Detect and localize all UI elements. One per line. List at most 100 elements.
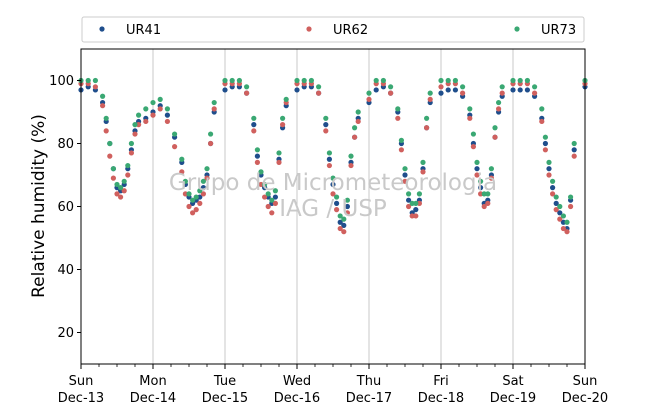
point-UR62-14: [143, 118, 149, 125]
x-tick-date-3: Dec-16: [274, 391, 320, 406]
point-UR62-62: [398, 147, 404, 153]
point-UR73-90: [542, 134, 549, 140]
point-UR62-90: [542, 147, 549, 153]
data-points: [78, 77, 588, 235]
point-UR62-65: [409, 213, 415, 219]
point-UR62-54: [348, 162, 354, 169]
point-UR62-22: [190, 210, 196, 216]
point-UR73-47: [323, 115, 329, 121]
point-UR73-30: [229, 77, 235, 84]
point-UR73-4: [103, 115, 109, 121]
point-UR73-49: [330, 175, 336, 181]
point-UR41-98: [571, 147, 577, 153]
point-UR62-37: [265, 203, 271, 210]
point-UR73-17: [164, 106, 170, 112]
x-tick-date-5: Dec-18: [418, 391, 464, 406]
point-UR41-91: [546, 166, 552, 172]
point-UR41-78: [478, 185, 484, 191]
y-tick-label-1: 40: [57, 263, 74, 278]
point-UR62-41: [280, 122, 286, 128]
point-UR41-77: [474, 166, 480, 172]
point-UR73-18: [172, 131, 178, 137]
legend-marker-UR41: [99, 26, 105, 32]
point-UR41-52: [341, 222, 347, 228]
point-UR62-13: [136, 122, 142, 128]
y-tick-label-4: 100: [49, 74, 74, 89]
x-tick-date-1: Dec-14: [130, 391, 176, 406]
point-UR73-33: [251, 115, 257, 121]
point-UR62-15: [150, 112, 156, 118]
point-UR73-62: [398, 137, 404, 143]
point-UR73-89: [539, 106, 545, 112]
point-UR62-4: [103, 128, 109, 134]
x-tick-date-2: Dec-15: [202, 391, 248, 406]
point-UR41-63: [402, 172, 408, 178]
point-UR73-68: [420, 159, 426, 165]
point-UR73-23: [193, 194, 199, 200]
point-UR41-48: [326, 156, 332, 162]
point-UR41-87: [524, 87, 531, 93]
point-UR41-50: [334, 200, 340, 206]
point-UR73-67: [416, 191, 422, 197]
point-UR62-79: [481, 203, 487, 210]
point-UR73-56: [355, 109, 361, 115]
point-UR41-86: [517, 87, 523, 93]
point-UR73-19: [179, 156, 185, 162]
point-UR62-69: [424, 125, 430, 131]
point-UR73-1: [85, 77, 91, 84]
point-UR73-22: [190, 197, 196, 203]
point-UR41-85: [510, 87, 516, 93]
point-UR62-84: [499, 90, 505, 96]
point-UR62-68: [420, 169, 426, 175]
point-UR41-90: [542, 140, 549, 147]
point-UR62-57: [366, 96, 372, 102]
point-UR41-34: [254, 153, 260, 159]
point-UR41-53: [344, 203, 350, 210]
point-UR41-33: [251, 122, 257, 128]
point-UR62-26: [204, 175, 210, 181]
point-UR73-98: [571, 140, 577, 147]
point-UR73-41: [280, 115, 286, 121]
point-UR62-91: [546, 172, 552, 178]
legend-box: [81, 16, 585, 43]
point-UR73-96: [564, 219, 570, 225]
x-tick-date-4: Dec-17: [346, 391, 392, 406]
point-UR73-93: [553, 194, 559, 200]
point-UR62-17: [164, 118, 170, 125]
x-tick-date-0: Dec-13: [58, 391, 104, 406]
point-UR41-43: [294, 87, 300, 93]
point-UR41-92: [550, 185, 556, 191]
point-UR41-71: [438, 90, 444, 96]
point-UR73-66: [413, 200, 419, 206]
point-UR62-53: [344, 210, 350, 216]
point-UR73-46: [316, 84, 322, 90]
x-tick-day-0: Sun: [69, 374, 94, 389]
point-UR73-84: [499, 84, 505, 90]
point-UR73-6: [110, 166, 116, 172]
point-UR41-24: [197, 194, 203, 200]
point-UR73-72: [445, 77, 451, 84]
point-UR73-74: [460, 84, 466, 90]
point-UR62-50: [334, 207, 340, 213]
point-UR62-46: [316, 90, 322, 96]
point-UR73-44: [301, 77, 307, 84]
point-UR62-60: [388, 90, 394, 96]
point-UR62-33: [251, 128, 257, 134]
point-UR73-7: [114, 181, 120, 188]
point-UR73-64: [406, 191, 412, 197]
point-UR62-70: [427, 96, 433, 102]
point-UR73-95: [560, 213, 567, 219]
point-UR73-51: [337, 213, 343, 219]
point-UR73-24: [197, 188, 203, 194]
point-UR62-96: [564, 229, 570, 235]
point-UR62-67: [416, 200, 422, 206]
point-UR73-76: [470, 131, 476, 137]
point-UR62-89: [539, 118, 545, 125]
point-UR73-57: [366, 90, 372, 96]
point-UR73-43: [294, 77, 300, 84]
point-UR41-72: [445, 87, 451, 93]
point-UR62-2: [92, 84, 98, 90]
point-UR62-35: [258, 181, 264, 188]
point-UR73-97: [568, 194, 574, 200]
y-tick-label-3: 80: [57, 137, 74, 152]
